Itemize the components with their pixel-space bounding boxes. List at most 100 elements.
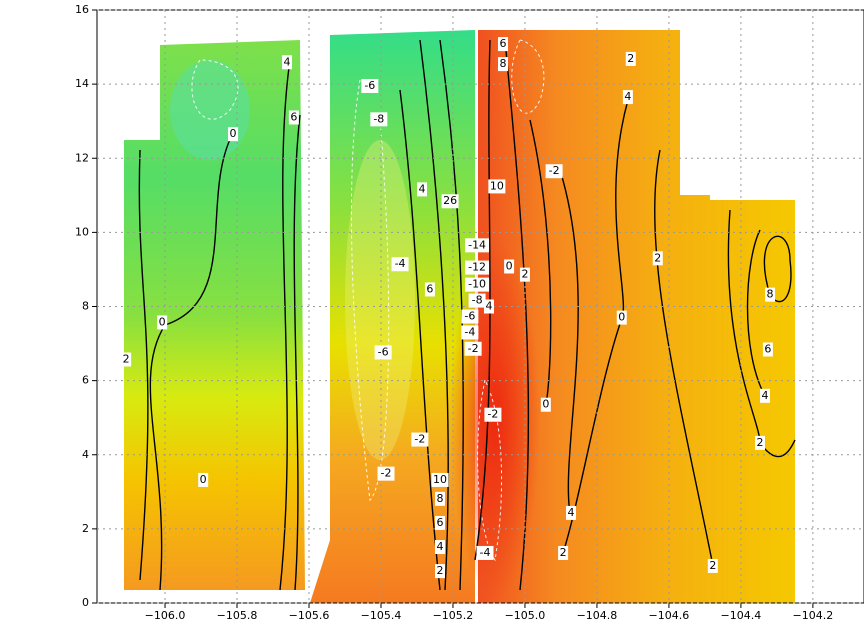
contour-label: 26	[443, 194, 457, 207]
contour-label-box	[497, 37, 508, 52]
contour-label-box	[468, 293, 486, 308]
contour-label-box	[760, 388, 771, 403]
contour-label: -2	[381, 467, 392, 480]
contour-label: 2	[654, 251, 661, 264]
contour-label: 2	[123, 352, 130, 365]
contour-label: 4	[485, 300, 492, 313]
contour-label: 4	[419, 182, 426, 195]
contour-label-box	[483, 299, 494, 314]
contour-label-box	[754, 435, 765, 450]
contour-label-box	[762, 342, 773, 357]
contour-label-box	[370, 112, 388, 127]
contour-label: 6	[499, 37, 506, 50]
contour-label-box	[519, 267, 530, 282]
x-tick-label: −105.6	[289, 609, 330, 622]
contour-label-box	[282, 55, 293, 70]
x-tick-label: −104.2	[793, 609, 834, 622]
contour-label-box	[411, 432, 429, 447]
contour-label: 4	[284, 55, 291, 68]
contour-label: -2	[468, 342, 479, 355]
contour-label-box	[441, 194, 459, 209]
contour-label: 4	[437, 540, 444, 553]
contour-label-box	[435, 540, 446, 555]
contour-label-box	[121, 352, 132, 367]
contour-label: 2	[560, 546, 567, 559]
contour-label: 0	[506, 259, 513, 272]
contour-label: 2	[756, 436, 763, 449]
contour-label-box	[157, 315, 168, 330]
contour-label-box	[464, 341, 482, 356]
y-tick-label: 6	[82, 374, 89, 387]
contour-label: 8	[499, 57, 506, 70]
contour-label: 2	[627, 52, 634, 65]
contour-label-box	[377, 466, 395, 481]
contour-label: 0	[542, 398, 549, 411]
contour-label-box	[625, 51, 636, 66]
contour-label-box	[558, 545, 569, 560]
y-tick-label: 2	[82, 522, 89, 535]
x-tick-label: −105.8	[217, 609, 258, 622]
contour-label-box	[228, 127, 239, 142]
contour-label-box	[461, 325, 479, 340]
contour-label-box	[435, 515, 446, 530]
contour-label-box	[707, 558, 718, 573]
contour-label-box	[465, 238, 490, 253]
contour-label: 6	[437, 516, 444, 529]
contour-label-box	[435, 564, 446, 579]
contour-label: 6	[764, 342, 771, 355]
contour-label: -6	[378, 345, 389, 358]
contour-label: -4	[480, 546, 491, 559]
contour-label: -14	[468, 238, 486, 251]
contour-label: -2	[414, 433, 425, 446]
y-tick-label: 14	[75, 77, 89, 90]
contour-label: 10	[490, 179, 504, 192]
contour-label: 2	[437, 564, 444, 577]
contour-label: -6	[464, 310, 475, 323]
contour-label: 8	[437, 492, 444, 505]
contour-label: 10	[433, 473, 447, 486]
contour-label-box	[198, 472, 209, 487]
x-tick-label: −105.2	[433, 609, 474, 622]
contour-label: -12	[468, 261, 486, 274]
contour-label-box	[361, 78, 379, 93]
contour-label-box	[476, 545, 494, 560]
contour-label: -8	[472, 294, 483, 307]
contour-label-box	[431, 472, 449, 487]
contour-label: -2	[487, 408, 498, 421]
contour-label: 2	[709, 559, 716, 572]
contour-label-box	[374, 345, 392, 360]
contour-label: -4	[464, 325, 475, 338]
contour-label-box	[424, 282, 435, 297]
contour-label-box	[461, 309, 479, 324]
x-tick-label: −105.4	[361, 609, 402, 622]
contour-label-box	[465, 260, 490, 275]
x-tick-label: −104.6	[649, 609, 690, 622]
contour-label-box	[488, 179, 506, 194]
contour-label-box	[288, 110, 299, 125]
y-tick-label: 10	[75, 225, 89, 238]
contour-label-box	[616, 310, 627, 325]
contour-label-box	[484, 407, 502, 422]
contour-label-box	[504, 259, 515, 274]
y-tick-label: 4	[82, 448, 89, 461]
contour-label-box	[497, 57, 508, 72]
contour-label-box	[391, 257, 409, 272]
contour-label-box	[765, 287, 776, 302]
contour-label: 4	[568, 506, 575, 519]
y-tick-label: 12	[75, 151, 89, 164]
x-tick-label: −104.8	[577, 609, 618, 622]
contour-field	[124, 30, 796, 603]
contour-label: -2	[549, 164, 560, 177]
contour-label: 6	[290, 110, 297, 123]
contour-label: 8	[767, 288, 774, 301]
contour-label: -10	[468, 278, 486, 291]
x-tick-label: −104.4	[721, 609, 762, 622]
contour-label: 4	[624, 90, 631, 103]
x-tick-label: −106.0	[145, 609, 186, 622]
contour-label: 0	[159, 315, 166, 328]
contour-label-box	[652, 251, 663, 266]
contour-label-box	[540, 397, 551, 412]
contour-label-box	[465, 277, 490, 292]
contour-label: 0	[200, 473, 207, 486]
contour-label-box	[566, 505, 577, 520]
